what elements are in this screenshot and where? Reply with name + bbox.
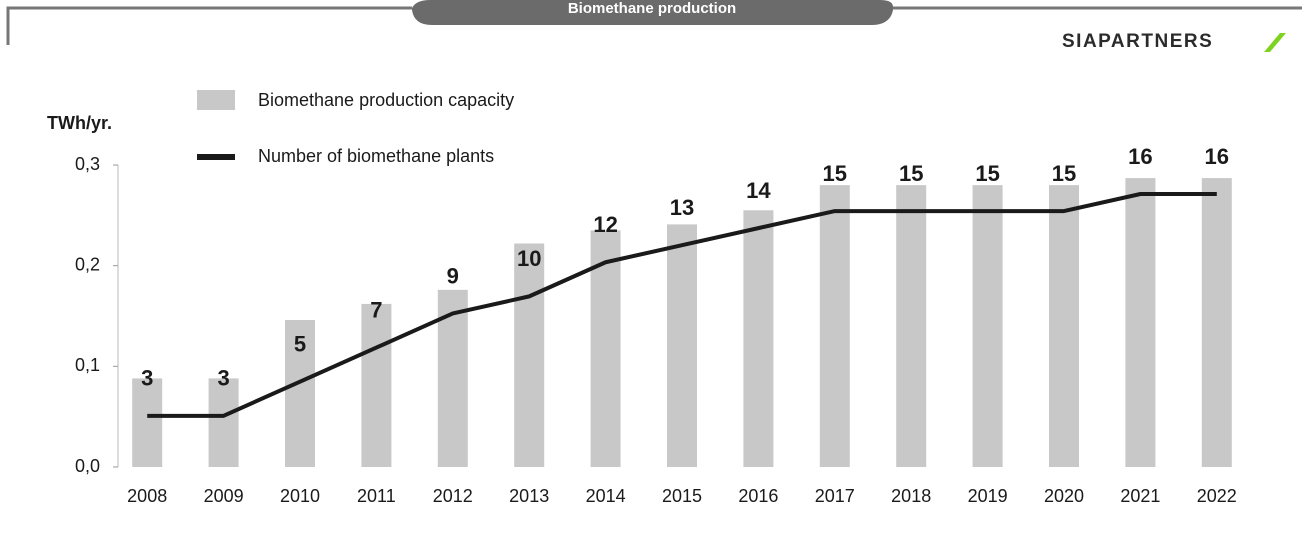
bar <box>285 320 315 467</box>
data-label: 15 <box>899 161 923 186</box>
x-tick-label: 2013 <box>509 486 549 506</box>
line <box>147 192 1217 418</box>
bar <box>514 243 545 467</box>
data-label: 9 <box>447 263 459 288</box>
y-tick-label: 0,3 <box>75 154 100 174</box>
data-label: 3 <box>141 366 153 391</box>
chart-title: Biomethane production <box>568 0 736 17</box>
x-tick-label: 2010 <box>280 486 320 506</box>
legend-label: Biomethane production capacity <box>258 90 514 110</box>
bar <box>1049 185 1079 467</box>
legend-label: Number of biomethane plants <box>258 146 494 166</box>
legend-swatch <box>197 90 235 110</box>
x-tick-label: 2015 <box>662 486 702 506</box>
bar <box>132 378 163 467</box>
x-tick-label: 2012 <box>433 486 473 506</box>
legend-swatch <box>197 154 235 160</box>
data-label: 10 <box>517 246 541 271</box>
bar <box>896 185 927 467</box>
data-label: 15 <box>1052 161 1076 186</box>
logo-slash <box>1264 33 1286 52</box>
x-tick-label: 2021 <box>1120 486 1160 506</box>
x-tick-label: 2008 <box>127 486 167 506</box>
x-tick-label: 2009 <box>204 486 244 506</box>
bar <box>1125 178 1156 467</box>
data-label: 15 <box>823 161 847 186</box>
x-tick-label: 2019 <box>968 486 1008 506</box>
y-tick-label: 0,1 <box>75 355 100 375</box>
data-label: 3 <box>217 366 229 391</box>
y-tick-label: 0,2 <box>75 254 100 274</box>
x-tick-label: 2018 <box>891 486 931 506</box>
y-tick-label: 0,0 <box>75 456 100 476</box>
title-tab <box>412 0 894 25</box>
logo: SIAPARTNERS <box>1062 31 1213 52</box>
bar <box>361 303 392 467</box>
bar <box>743 210 774 468</box>
data-label: 12 <box>593 212 617 237</box>
x-tick-label: 2020 <box>1044 486 1084 506</box>
bar <box>208 378 239 467</box>
bar <box>972 185 1003 467</box>
bar <box>1201 178 1232 467</box>
x-tick-label: 2017 <box>815 486 855 506</box>
bar <box>667 224 697 467</box>
frame <box>6 6 1302 45</box>
data-label: 7 <box>370 297 382 322</box>
x-tick-label: 2014 <box>586 486 626 506</box>
data-label: 5 <box>294 332 306 357</box>
data-label: 13 <box>670 195 694 220</box>
y-axis-label: TWh/yr. <box>47 113 112 133</box>
data-label: 14 <box>746 178 771 203</box>
data-label: 16 <box>1205 144 1229 169</box>
bar <box>819 185 850 467</box>
data-label: 16 <box>1128 144 1152 169</box>
x-tick-label: 2022 <box>1197 486 1237 506</box>
bar <box>590 230 621 467</box>
x-tick-label: 2016 <box>738 486 778 506</box>
x-tick-label: 2011 <box>357 486 396 506</box>
data-label: 15 <box>975 161 999 186</box>
